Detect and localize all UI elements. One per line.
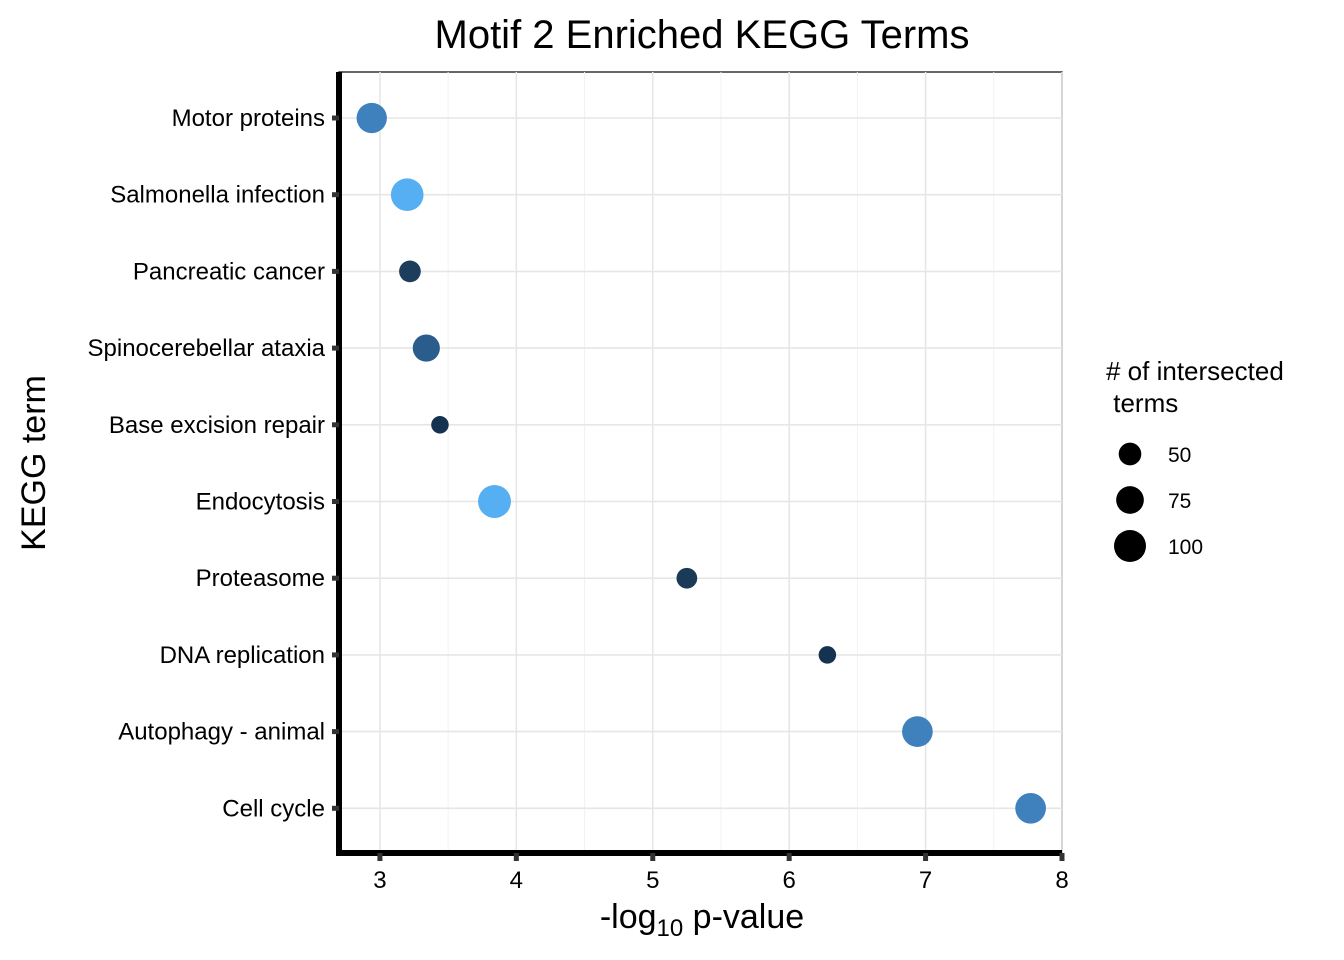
legend-entries: 50 75 100 [1114, 442, 1203, 562]
y-tick-label: Spinocerebellar ataxia [88, 335, 326, 362]
legend-title-line1: # of intersected [1106, 356, 1284, 386]
plot-panel [338, 71, 1063, 855]
data-point [399, 260, 421, 283]
y-tick-label: Pancreatic cancer [133, 258, 325, 285]
y-tick-label: Base excision repair [109, 412, 325, 439]
legend-key-dot [1118, 442, 1142, 466]
y-tick-label: Endocytosis [196, 489, 325, 516]
x-tick-label: 7 [919, 867, 932, 894]
data-point [1015, 792, 1046, 824]
x-tick-label: 3 [373, 867, 386, 894]
y-tick-label: Autophagy - animal [118, 719, 325, 746]
grid-lines [339, 72, 1063, 854]
legend-key-label: 75 [1168, 490, 1191, 513]
x-axis-title: -log10 p-value [600, 898, 804, 942]
data-points [356, 102, 1046, 824]
chart-title: Motif 2 Enriched KEGG Terms [435, 13, 970, 57]
data-point [390, 178, 424, 212]
legend-key-label: 100 [1168, 536, 1203, 559]
size-legend: # of intersected terms 50 75 100 [1106, 356, 1284, 562]
legend-key-label: 50 [1168, 444, 1191, 467]
y-tick-label: Proteasome [196, 565, 325, 592]
y-tick-label: Cell cycle [222, 795, 325, 822]
x-axis-title-suffix: p-value [683, 898, 804, 936]
y-axis-title: KEGG term [15, 375, 53, 551]
y-tick-label: Salmonella infection [110, 182, 325, 209]
data-point [356, 102, 387, 134]
y-axis-ticks: Motor proteins Salmonella infection Pancre… [88, 105, 339, 822]
x-tick-label: 5 [646, 867, 659, 894]
legend-title-line2: terms [1106, 388, 1178, 418]
data-point [902, 716, 933, 747]
x-axis-ticks: 3 4 5 6 7 8 [373, 853, 1069, 894]
data-point [431, 416, 449, 434]
data-point [818, 646, 837, 664]
data-point [676, 567, 698, 589]
x-axis-title-subscript: 10 [657, 915, 684, 942]
data-point [478, 485, 511, 518]
y-tick-label: DNA replication [160, 642, 325, 669]
x-axis-title-prefix: -log [600, 898, 657, 936]
x-tick-label: 4 [510, 867, 523, 894]
legend-key-dot [1116, 486, 1144, 514]
data-point [412, 334, 440, 362]
x-tick-label: 8 [1055, 867, 1068, 894]
y-tick-label: Motor proteins [172, 105, 325, 132]
legend-key-dot [1114, 530, 1146, 562]
x-tick-label: 6 [782, 867, 795, 894]
